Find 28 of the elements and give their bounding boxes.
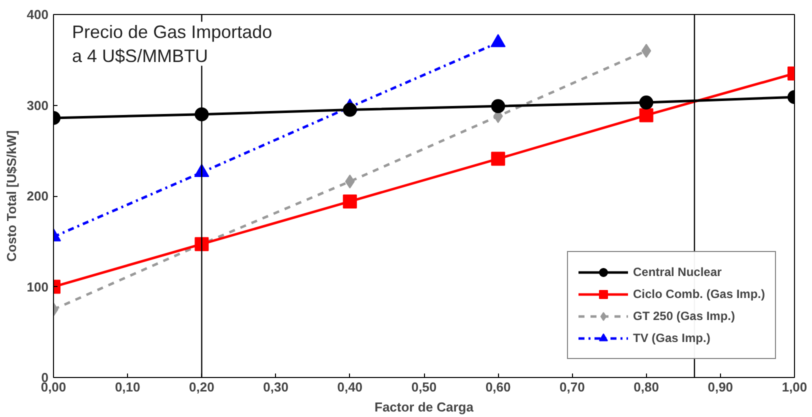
x-tick-label: 0,70 [560,380,585,394]
legend-label: Central Nuclear [632,265,722,279]
x-tick-label: 1,00 [782,380,808,394]
x-tick-label: 0,20 [189,380,214,394]
point [491,99,506,114]
x-axis-title: Factor de Carga [374,400,474,414]
y-axis-title: Costo Total [U$S/kW] [4,130,19,262]
y-tick-label: 100 [26,279,49,294]
point [639,108,654,122]
point [491,152,506,166]
point [641,44,652,58]
y-tick-label: 400 [26,7,49,22]
x-tick-label: 0,10 [114,380,140,394]
text: Precio de Gas Importado a 4 U$S/MMBTU [72,22,272,66]
x-tick-label: 0,80 [634,380,659,394]
x-tick-label: 0,90 [708,380,734,394]
legend-label: TV (Gas Imp.) [632,331,710,345]
x-tick-label: 0,40 [337,380,363,394]
point [639,96,654,110]
x-tick-label: 0,30 [263,380,288,394]
point [342,102,357,117]
y-tick-label: 200 [26,188,49,204]
x-tick-label: 0,50 [411,380,437,394]
legend-label: GT 250 (Gas Imp.) [632,309,736,323]
x-tick-label: 0,60 [485,380,511,394]
y-tick-label: 300 [26,98,49,113]
legend-label: Ciclo Comb. (Gas Imp.) [632,287,765,301]
point [342,194,357,208]
